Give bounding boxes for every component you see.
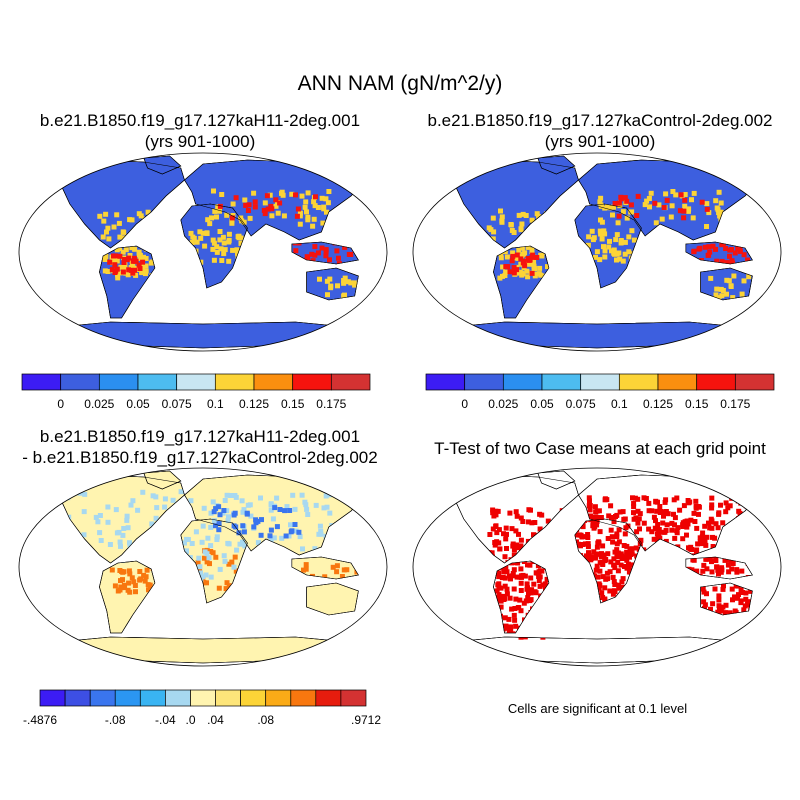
cbar-diff-swatch — [340, 689, 367, 707]
cbar-case2-label: 0.175 — [720, 397, 750, 411]
case2-title-line1: b.e21.B1850.f19_g17.127kaControl-2deg.00… — [427, 111, 773, 130]
ttest-title-line1: T-Test of two Case means at each grid po… — [434, 439, 766, 458]
cbar-diff-label: -.04 — [155, 713, 176, 727]
cbar-case1-swatch — [253, 373, 294, 391]
cbar-diff-swatch — [190, 689, 216, 707]
map-diff-border — [18, 467, 388, 667]
cbar-diff-swatch — [64, 689, 91, 707]
cbar-case2-label: 0.075 — [566, 397, 596, 411]
ttest-map — [412, 467, 782, 667]
map-case1-antarctica — [47, 321, 359, 349]
cbar-case2-swatch — [425, 373, 466, 391]
diff-title-line2: - b.e21.B1850.f19_g17.127kaControl-2deg.… — [22, 448, 378, 467]
cbar-case1-swatch — [60, 373, 100, 391]
map-ttest-antarctica — [441, 636, 753, 664]
difference-colorbar: -.4876 -.08 -.04 .0 .04 .08 .9712 — [23, 689, 381, 727]
diff-title-line1: b.e21.B1850.f19_g17.127kaH11-2deg.001 — [39, 427, 361, 446]
cbar-case2-label: 0.1 — [611, 397, 628, 411]
significance-note: Cells are significant at 0.1 level — [507, 701, 688, 716]
map-case2-antarctica — [441, 321, 753, 349]
cbar-diff-label: .04 — [207, 713, 224, 727]
cbar-case2-swatch — [696, 373, 736, 391]
case2-title: b.e21.B1850.f19_g17.127kaControl-2deg.00… — [400, 110, 800, 152]
cbar-diff-swatch — [240, 689, 267, 707]
cbar-diff-swatch — [114, 689, 141, 707]
cbar-case1-swatch — [214, 373, 255, 391]
cbar-case1-label: 0.15 — [281, 397, 305, 411]
cbar-diff-label: .08 — [257, 713, 274, 727]
cbar-diff-swatch — [265, 689, 292, 707]
cbar-case2-swatch — [541, 373, 582, 391]
cbar-case1-label: 0.075 — [162, 397, 192, 411]
cbar-diff-swatch — [290, 689, 317, 707]
cbar-case2-label: 0.025 — [488, 397, 518, 411]
cbar-case2-label: 0.125 — [643, 397, 673, 411]
cbar-case2-swatch — [734, 373, 775, 391]
case2-title-line2: (yrs 901-1000) — [544, 132, 656, 151]
diff-title: b.e21.B1850.f19_g17.127kaH11-2deg.001 - … — [0, 426, 400, 468]
cbar-case1-swatch — [292, 373, 332, 391]
map-ttest-land — [441, 470, 761, 664]
cbar-diff-label: .0 — [185, 713, 195, 727]
page-title: ANN NAM (gN/m^2/y) — [297, 72, 503, 95]
cbar-case1-swatch — [98, 373, 139, 391]
map-diff-australia — [306, 582, 359, 616]
cbar-case2-label: 0 — [461, 397, 468, 411]
cbar-diff-swatch — [215, 689, 241, 707]
map-case2-land — [441, 155, 761, 349]
map-diff-antarctica — [47, 636, 359, 664]
difference-map — [18, 467, 388, 667]
case1-map — [18, 152, 388, 352]
case1-title-line2: (yrs 901-1000) — [144, 132, 256, 151]
cbar-diff-swatch — [89, 689, 116, 707]
map-case2-border — [412, 152, 782, 352]
cbar-diff-swatch — [315, 689, 342, 707]
case2-map — [412, 152, 782, 352]
map-ttest-border — [412, 467, 782, 667]
map-case1-land — [47, 155, 367, 349]
map-case2-namerica — [456, 159, 579, 249]
cbar-case2-label: 0.05 — [530, 397, 554, 411]
case1-title-line1: b.e21.B1850.f19_g17.127kaH11-2deg.001 — [39, 111, 361, 130]
map-case1-border — [18, 152, 388, 352]
cbar-case1-label: 0.125 — [239, 397, 269, 411]
cbar-diff-swatch — [39, 689, 66, 707]
cbar-case1-swatch — [137, 373, 178, 391]
cbar-case1-label: 0.175 — [316, 397, 346, 411]
cbar-case1-label: 0.05 — [126, 397, 150, 411]
cbar-case1-swatch — [21, 373, 62, 391]
cbar-diff-label: .9712 — [351, 713, 381, 727]
cbar-case1-label: 0.025 — [84, 397, 114, 411]
cbar-case2-label: 0.15 — [685, 397, 709, 411]
map-diff-land — [47, 470, 367, 664]
cbar-case2-swatch — [618, 373, 659, 391]
cbar-diff-swatch — [165, 689, 191, 707]
cbar-diff-label: -.4876 — [23, 713, 57, 727]
cbar-case2-swatch — [502, 373, 543, 391]
cbar-case1-swatch — [176, 373, 216, 391]
cbar-diff-label: -.08 — [105, 713, 126, 727]
cbar-case1-label: 0 — [57, 397, 64, 411]
cbar-case2-swatch — [464, 373, 504, 391]
case1-title: b.e21.B1850.f19_g17.127kaH11-2deg.001 (y… — [0, 110, 400, 152]
cbar-case1-label: 0.1 — [207, 397, 224, 411]
cbar-case2-swatch — [657, 373, 698, 391]
case1-colorbar: 0 0.025 0.05 0.075 0.1 0.125 0.15 0.175 — [21, 373, 371, 411]
cbar-case1-swatch — [330, 373, 371, 391]
cbar-case2-swatch — [580, 373, 620, 391]
ttest-title: T-Test of two Case means at each grid po… — [400, 438, 800, 459]
map-diff-namerica — [62, 474, 185, 564]
cbar-diff-swatch — [139, 689, 166, 707]
case2-colorbar: 0 0.025 0.05 0.075 0.1 0.125 0.15 0.175 — [425, 373, 775, 411]
